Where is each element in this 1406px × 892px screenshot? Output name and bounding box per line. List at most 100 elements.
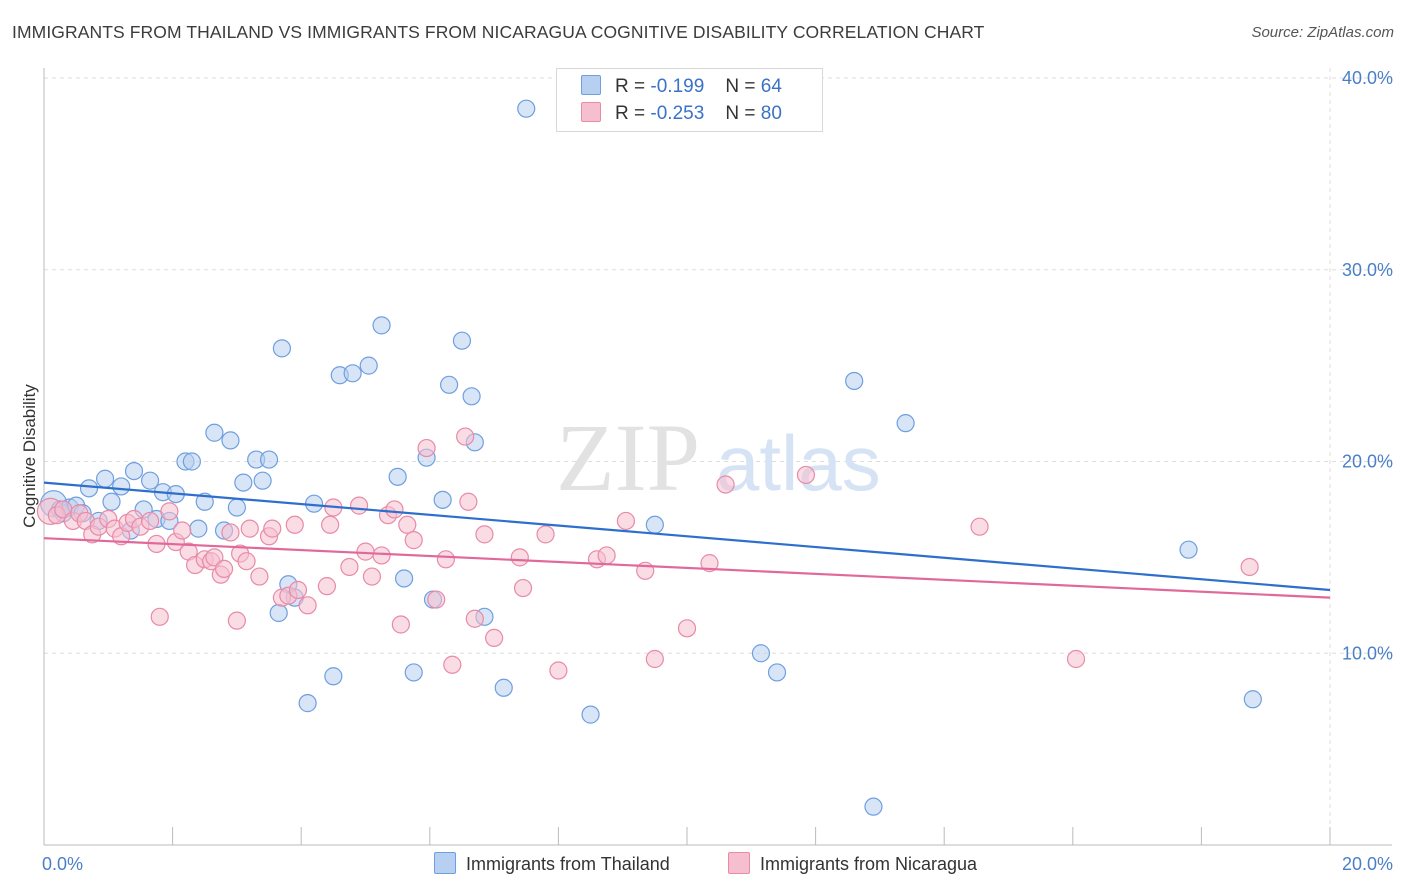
trendline-thailand xyxy=(43,481,1331,592)
point-thailand xyxy=(462,387,481,406)
legend-row-thailand: R = -0.199 N = 64 xyxy=(581,75,782,99)
point-nicaragua xyxy=(385,500,404,519)
point-nicaragua xyxy=(475,525,494,544)
point-nicaragua xyxy=(716,475,735,494)
point-nicaragua xyxy=(285,515,304,534)
legend-n-label: N = xyxy=(725,76,756,97)
point-thailand xyxy=(1179,540,1198,559)
legend-swatch-nicaragua xyxy=(581,102,601,122)
point-thailand xyxy=(896,414,915,433)
point-nicaragua xyxy=(227,611,246,630)
point-nicaragua xyxy=(173,521,192,540)
point-nicaragua xyxy=(597,546,616,565)
point-nicaragua xyxy=(536,525,555,544)
point-thailand xyxy=(227,498,246,517)
point-thailand xyxy=(253,471,272,490)
trend-lines xyxy=(43,481,1331,599)
point-thailand xyxy=(195,492,214,511)
point-thailand xyxy=(359,356,378,375)
point-thailand xyxy=(645,515,664,534)
legend-r-value: -0.253 xyxy=(650,103,705,124)
point-nicaragua xyxy=(391,615,410,634)
point-nicaragua xyxy=(443,655,462,674)
point-thailand xyxy=(140,471,160,490)
watermark-atlas: atlas xyxy=(716,419,881,507)
legend-row-nicaragua: R = -0.253 N = 80 xyxy=(581,102,782,126)
point-nicaragua xyxy=(404,531,423,550)
point-nicaragua xyxy=(513,578,533,598)
point-nicaragua xyxy=(298,596,317,615)
point-nicaragua xyxy=(237,552,256,571)
bottom-legend-label-nicaragua: Immigrants from Nicaragua xyxy=(760,854,978,874)
legend-r-label: R = xyxy=(615,76,646,97)
point-nicaragua xyxy=(485,628,504,648)
point-nicaragua xyxy=(340,557,359,577)
point-nicaragua xyxy=(214,559,234,578)
point-nicaragua xyxy=(372,546,391,565)
point-thailand xyxy=(298,694,317,713)
legend-n-value: 64 xyxy=(760,76,782,97)
zipatlas-watermark: ZIP atlas xyxy=(556,404,881,511)
point-nicaragua xyxy=(140,511,160,531)
point-nicaragua xyxy=(150,607,169,626)
point-thailand xyxy=(845,371,864,391)
x-tick-label: 0.0% xyxy=(42,854,83,874)
chart-title: IMMIGRANTS FROM THAILAND VS IMMIGRANTS F… xyxy=(12,22,985,42)
point-nicaragua xyxy=(465,609,484,628)
point-thailand xyxy=(102,492,121,511)
point-thailand xyxy=(343,364,362,383)
point-thailand xyxy=(751,644,771,663)
point-thailand xyxy=(95,469,115,488)
series-nicaragua-points xyxy=(36,427,1259,680)
watermark-zip: ZIP xyxy=(556,404,700,511)
y-tick-label: 30.0% xyxy=(1342,260,1393,280)
point-nicaragua xyxy=(970,517,989,536)
point-thailand xyxy=(388,467,407,486)
point-thailand xyxy=(439,375,459,394)
y-axis-label: Cognitive Disability xyxy=(20,384,39,528)
point-nicaragua xyxy=(456,427,475,446)
point-thailand xyxy=(767,663,787,682)
point-nicaragua xyxy=(321,515,340,534)
point-nicaragua xyxy=(796,465,816,485)
point-nicaragua xyxy=(288,580,308,600)
point-thailand xyxy=(269,603,288,623)
y-tick-label: 20.0% xyxy=(1342,452,1393,472)
legend-r-label: R = xyxy=(615,103,646,124)
bottom-legend-thailand: Immigrants from Thailand xyxy=(434,852,670,875)
axes xyxy=(43,68,1392,846)
point-nicaragua xyxy=(362,567,382,586)
correlation-legend: R = -0.199 N = 64 R = -0.253 N = 80 xyxy=(556,68,823,132)
point-nicaragua xyxy=(427,590,446,609)
point-nicaragua xyxy=(317,577,337,596)
legend-swatch-thailand xyxy=(581,75,601,95)
bottom-legend-swatch-thailand xyxy=(434,852,456,874)
point-thailand xyxy=(394,569,414,588)
point-nicaragua xyxy=(417,438,436,458)
point-nicaragua xyxy=(700,554,719,573)
point-nicaragua xyxy=(240,519,259,538)
source-credit: Source: ZipAtlas.com xyxy=(1251,24,1394,41)
point-thailand xyxy=(79,479,99,498)
point-thailand xyxy=(324,667,343,686)
point-thailand xyxy=(272,339,292,358)
point-thailand xyxy=(581,705,600,724)
point-nicaragua xyxy=(645,649,664,669)
point-thailand xyxy=(205,423,224,442)
point-thailand xyxy=(372,316,391,335)
point-nicaragua xyxy=(1240,557,1259,577)
point-thailand xyxy=(864,797,883,816)
point-thailand xyxy=(234,473,253,492)
point-thailand xyxy=(452,331,472,350)
point-thailand xyxy=(182,452,201,471)
point-thailand xyxy=(517,99,536,118)
tick-labels: 10.0% 20.0% 30.0% 40.0% 0.0% 20.0% xyxy=(42,68,1393,874)
point-nicaragua xyxy=(677,619,697,638)
point-nicaragua xyxy=(263,519,282,538)
legend-n-label: N = xyxy=(725,103,756,124)
point-thailand xyxy=(433,490,452,509)
point-thailand xyxy=(124,461,144,481)
trendline-nicaragua xyxy=(43,537,1331,599)
point-nicaragua xyxy=(436,550,455,569)
point-thailand xyxy=(494,678,513,697)
